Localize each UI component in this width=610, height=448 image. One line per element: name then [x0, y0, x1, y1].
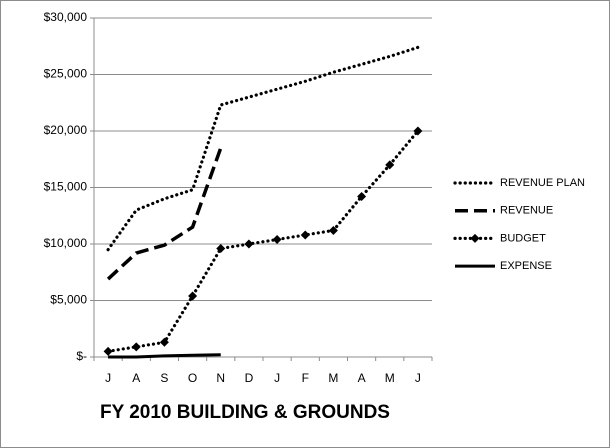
marker	[188, 291, 198, 301]
x-tick-label: A	[358, 371, 366, 385]
y-tick-label: $5,000	[50, 293, 87, 307]
marker	[159, 337, 169, 347]
x-tick-label: F	[302, 371, 309, 385]
marker	[385, 160, 395, 170]
y-tick-label: $20,000	[44, 123, 88, 137]
y-tick-label: $15,000	[44, 180, 88, 194]
marker	[131, 342, 141, 352]
marker	[216, 244, 226, 254]
marker	[103, 346, 113, 356]
x-tick-label: J	[105, 371, 111, 385]
marker	[357, 192, 367, 202]
x-tick-label: J	[415, 371, 421, 385]
legend-label: REVENUE PLAN	[500, 177, 585, 189]
x-tick-label: M	[328, 371, 338, 385]
y-tick-label: $-	[76, 349, 87, 363]
legend-label: REVENUE	[500, 205, 553, 217]
marker	[300, 230, 310, 240]
y-tick-label: $30,000	[44, 10, 88, 24]
legend-label: EXPENSE	[500, 260, 552, 272]
x-tick-label: A	[132, 371, 140, 385]
x-tick-label: O	[188, 371, 197, 385]
marker	[272, 234, 282, 244]
chart-title: FY 2010 BUILDING & GROUNDS	[100, 402, 390, 423]
marker	[244, 239, 254, 249]
legend-marker	[470, 233, 480, 243]
x-tick-label: S	[160, 371, 168, 385]
series-line	[106, 129, 420, 353]
series-line	[106, 147, 223, 281]
y-tick-label: $25,000	[44, 67, 88, 81]
marker	[328, 225, 338, 235]
marker	[413, 126, 423, 136]
y-tick-label: $10,000	[44, 236, 88, 250]
x-tick-label: D	[245, 371, 254, 385]
legend-label: BUDGET	[500, 232, 546, 244]
x-tick-label: M	[385, 371, 395, 385]
x-tick-label: N	[216, 371, 225, 385]
series-line	[108, 353, 221, 359]
x-tick-label: J	[274, 371, 280, 385]
